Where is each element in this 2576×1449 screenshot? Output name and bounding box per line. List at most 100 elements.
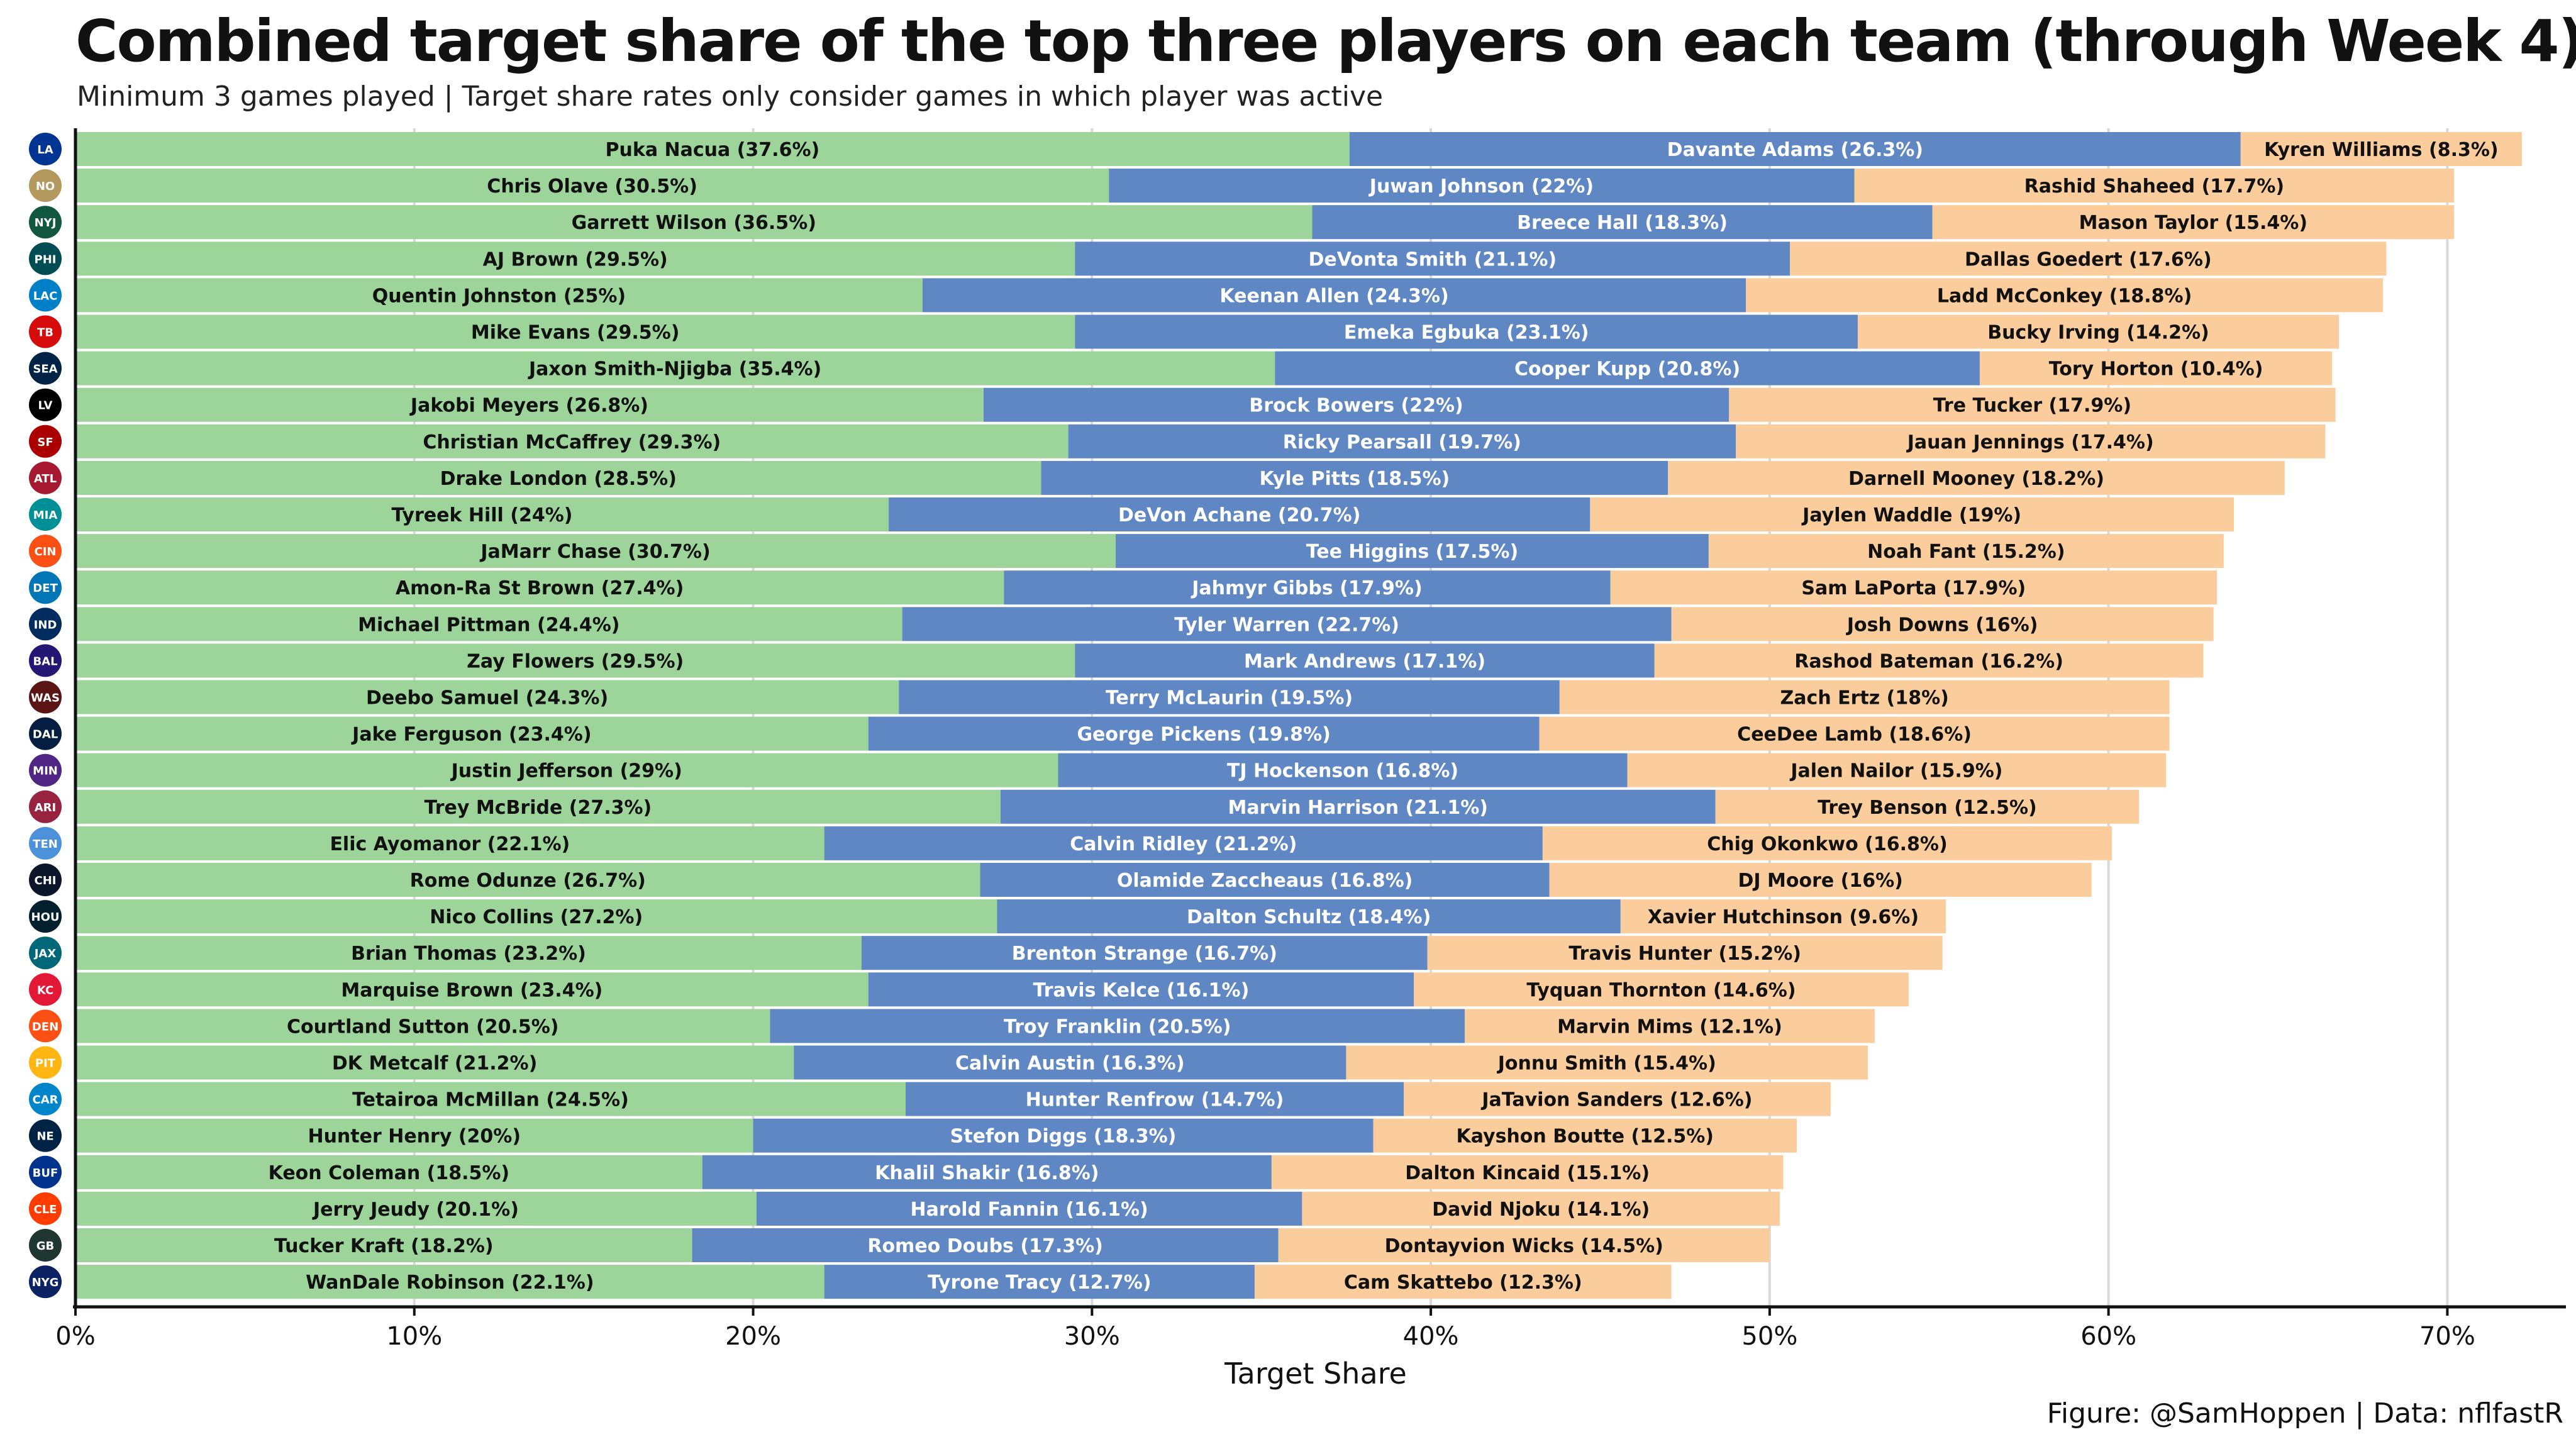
team-logo-text: DAL [33,728,58,741]
bar-label: Travis Hunter (15.2%) [1568,943,1801,965]
bar-segment [75,1191,757,1226]
bar-label: Tucker Kraft (18.2%) [274,1235,494,1257]
bar-segment [1109,169,1855,203]
team-logo-text: CIN [35,545,57,558]
bar-label: Emeka Egbuka (23.1%) [1344,322,1589,344]
bar-label: JaMarr Chase (30.7%) [479,541,710,563]
team-logo-icon [29,1155,62,1189]
bar-label: Michael Pittman (24.4%) [358,614,619,636]
bar-segment [1414,972,1909,1007]
bar-segment [75,607,902,641]
team-logo-icon [29,936,62,970]
bar-segment [1668,460,2285,495]
team-logo-text: WAS [31,692,60,705]
bar-label: Jonnu Smith (15.4%) [1497,1053,1716,1075]
bar-label: Mason Taylor (15.4%) [2079,212,2307,234]
bar-segment [1854,169,2455,203]
bar-segment [1979,351,2333,386]
team-logo-icon [29,535,62,568]
bar-label: Brenton Strange (16.7%) [1012,943,1277,965]
x-tick-label: 40% [1403,1322,1459,1351]
bar-label: Dalton Kincaid (15.1%) [1405,1162,1650,1184]
bar-segment [1549,863,2092,897]
bar-label: Olamide Zaccheaus (16.8%) [1117,870,1413,892]
team-logo-icon [29,1119,62,1152]
bar-label: Dalton Schultz (18.4%) [1187,906,1431,928]
bar-segment [1729,387,2336,422]
bar-segment [983,387,1729,422]
bar-label: Chris Olave (30.5%) [487,175,697,197]
bar-label: Christian McCaffrey (29.3%) [423,431,721,453]
team-logo-icon [29,1265,62,1299]
bar-segment [1058,753,1628,787]
bar-label: Jerry Jeudy (20.1%) [312,1199,519,1221]
bar-label: Jaxon Smith-Njigba (35.4%) [528,358,821,380]
x-tick-label: 20% [725,1322,781,1351]
bar-segment [1254,1265,1672,1299]
bar-segment [1464,1009,1875,1043]
team-logo-icon [29,242,62,275]
bar-label: Darnell Mooney (18.2%) [1848,468,2104,490]
bar-segment [75,1228,692,1262]
bar-label: Rashod Bateman (16.2%) [1794,650,2063,672]
bar-label: Tyrone Tracy (12.7%) [928,1272,1152,1294]
team-logo-text: SF [37,436,53,449]
bar-label: Khalil Shakir (16.8%) [875,1162,1099,1184]
bar-segment [75,863,980,897]
team-logo-text: MIN [33,765,58,778]
bar-segment [75,753,1058,787]
bar-label: Harold Fannin (16.1%) [911,1199,1148,1221]
bar-segment [75,351,1275,386]
bar-segment [692,1228,1279,1262]
bars [75,132,2522,1299]
bar-label: Stefon Diggs (18.3%) [950,1126,1177,1148]
bar-label: Trey McBride (27.3%) [425,797,652,819]
bar-label: David Njoku (14.1%) [1432,1199,1650,1221]
team-logo-icon [29,644,62,677]
bar-segment [75,132,1350,166]
bar-segment [1271,1155,1784,1189]
bar-segment [75,424,1069,458]
bar-segment [1857,314,2340,349]
bar-segment [75,497,889,531]
bar-label: Calvin Austin (16.3%) [955,1053,1185,1075]
bar-label: Kyren Williams (8.3%) [2264,139,2498,161]
bar-segment [1610,570,2218,605]
bar-segment [1932,205,2455,240]
bar-label: Tee Higgins (17.5%) [1306,541,1518,563]
bar-label: Elic Ayomanor (22.1%) [330,833,570,855]
bar-segment [753,1118,1374,1153]
team-logo-icon [29,133,62,165]
team-logo-icon [29,717,62,750]
bar-label: DeVonta Smith (21.1%) [1308,248,1557,270]
bar-label: Hunter Henry (20%) [308,1126,521,1148]
bar-segment [75,1265,824,1299]
bar-segment [75,1118,753,1153]
team-logo-text: SEA [33,363,57,376]
bar-label: Ladd McConkey (18.8%) [1937,285,2192,307]
bar-segment [868,972,1414,1007]
team-logo-text: LAC [33,289,58,303]
bar-label: Quentin Johnston (25%) [372,285,626,307]
bar-segment [824,826,1543,860]
bar-label: Josh Downs (16%) [1846,614,2038,636]
team-logo-text: BUF [33,1167,58,1180]
bar-label: Marvin Harrison (21.1%) [1228,797,1488,819]
x-tick-label: 50% [1741,1322,1797,1351]
bar-segment [75,242,1075,276]
bar-segment [1275,351,1980,386]
bar-label: DK Metcalf (21.2%) [332,1053,537,1075]
x-tick-label: 60% [2080,1322,2136,1351]
bar-segment [922,278,1746,313]
bar-segment [824,1265,1255,1299]
bar-segment [1590,497,2234,531]
bar-segment [1312,205,1933,240]
bar-label: DeVon Achane (20.7%) [1118,504,1361,526]
bar-label: Tory Horton (10.4%) [2049,358,2263,380]
bar-segment [1404,1082,1831,1116]
bar-label: Zach Ertz (18%) [1780,687,1949,709]
bar-label: Kayshon Boutte (12.5%) [1456,1126,1714,1148]
team-logo-text: JAX [33,947,57,960]
team-logo-text: TB [37,326,53,340]
bar-segment [75,716,869,751]
